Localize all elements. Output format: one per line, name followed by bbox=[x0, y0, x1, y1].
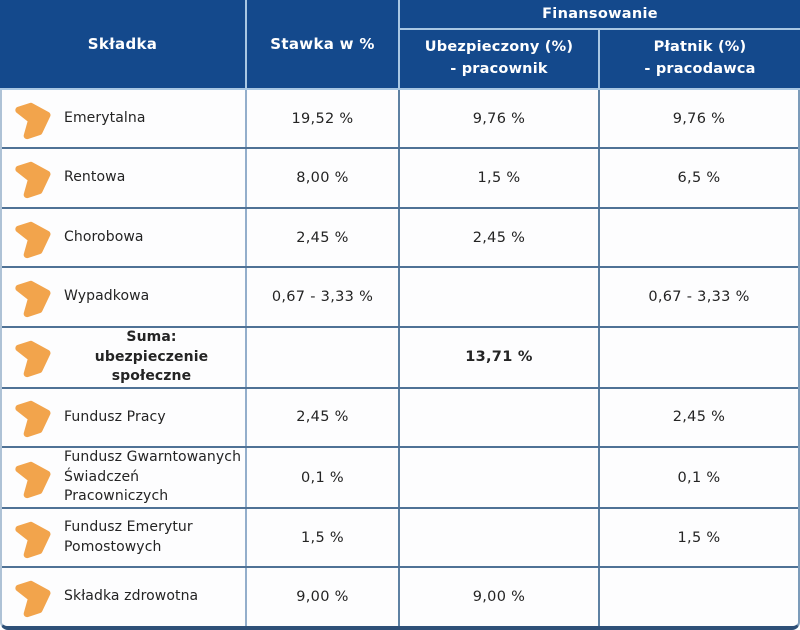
row-ubezpieczony-value bbox=[400, 388, 600, 447]
finansowanie-subcolumns: Ubezpieczony (%) - pracownik Płatnik (%)… bbox=[400, 30, 800, 88]
row-label: Wypadkowa bbox=[64, 288, 150, 305]
row-ubezpieczony-value bbox=[400, 268, 600, 326]
table-row: Składka zdrowotna 9,00 % 9,00 % bbox=[2, 566, 798, 626]
chevron-right-arrow-icon bbox=[15, 97, 55, 141]
chevron-right-arrow-icon bbox=[15, 216, 55, 260]
table-row: Wypadkowa 0,67 - 3,33 % 0,67 - 3,33 % bbox=[2, 266, 798, 326]
row-stawka-value: 2,45 % bbox=[247, 388, 400, 447]
row-label: Emerytalna bbox=[64, 109, 146, 126]
column-header-skladka: Składka bbox=[0, 0, 247, 88]
chevron-right-arrow-icon bbox=[15, 456, 55, 500]
table-body: Emerytalna 19,52 % 9,76 % 9,76 % Rentowa… bbox=[0, 90, 800, 630]
row-platnik-value bbox=[600, 209, 798, 266]
row-stawka-value: 0,1 % bbox=[247, 448, 400, 507]
column-group-finansowanie: Finansowanie Ubezpieczony (%) - pracowni… bbox=[400, 0, 800, 88]
table-header: Składka Stawka w % Finansowanie Ubezpiec… bbox=[0, 0, 800, 90]
row-platnik-value: 9,76 % bbox=[672, 110, 726, 127]
row-ubezpieczony-value: 9,76 % bbox=[400, 90, 600, 148]
row-stawka-value: 2,45 % bbox=[247, 208, 400, 267]
row-label: Fundusz Emerytur Pomostowych bbox=[64, 519, 193, 555]
chevron-right-arrow-icon bbox=[15, 516, 55, 560]
row-label-cell: Rentowa bbox=[2, 149, 247, 207]
table-row: Chorobowa 2,45 % 2,45 % bbox=[2, 206, 798, 267]
table-row: Fundusz Gwarntowanych Świadczeń Pracowni… bbox=[2, 446, 798, 507]
row-label-cell: Fundusz Pracy bbox=[2, 388, 247, 447]
chevron-right-arrow-icon bbox=[15, 395, 55, 439]
row-label-cell: Wypadkowa bbox=[2, 268, 247, 326]
column-header-ubezpieczony-line1: Ubezpieczony (%) bbox=[424, 39, 574, 56]
column-header-ubezpieczony-line2: - pracownik bbox=[450, 61, 548, 77]
row-label: Składka zdrowotna bbox=[64, 588, 199, 605]
row-stawka-value bbox=[247, 327, 400, 387]
row-label: Fundusz Gwarntowanych Świadczeń Pracowni… bbox=[64, 449, 242, 505]
row-stawka-value: 8,00 % bbox=[247, 149, 400, 207]
table-row: Fundusz Pracy 2,45 % 2,45 % bbox=[2, 386, 798, 447]
column-header-platnik-line1: Płatnik (%) bbox=[653, 39, 747, 56]
column-header-stawka: Stawka w % bbox=[247, 0, 400, 88]
chevron-right-arrow-icon bbox=[15, 275, 55, 319]
row-label-cell: Fundusz Emerytur Pomostowych bbox=[2, 508, 247, 567]
row-platnik-value: 1,5 % bbox=[677, 529, 721, 546]
row-platnik-value: 0,1 % bbox=[677, 469, 721, 486]
row-label-cell: Fundusz Gwarntowanych Świadczeń Pracowni… bbox=[2, 448, 247, 507]
chevron-right-arrow-icon bbox=[15, 156, 55, 200]
chevron-right-arrow-icon bbox=[15, 335, 55, 379]
row-label-cell: Emerytalna bbox=[2, 90, 247, 148]
row-platnik-value: 6,5 % bbox=[677, 170, 721, 187]
column-header-stawka-label: Stawka w % bbox=[270, 35, 375, 53]
row-label-cell: Chorobowa bbox=[2, 208, 247, 267]
table-row: Suma: ubezpieczenie społeczne 13,71 % bbox=[2, 325, 798, 387]
column-header-ubezpieczony: Ubezpieczony (%) - pracownik bbox=[400, 30, 600, 88]
column-group-finansowanie-title: Finansowanie bbox=[400, 0, 800, 30]
row-platnik-value: 0,67 - 3,33 % bbox=[648, 289, 750, 306]
row-platnik-value bbox=[600, 568, 798, 625]
row-ubezpieczony-value bbox=[400, 508, 600, 567]
row-label: Rentowa bbox=[64, 169, 126, 186]
row-platnik-value: 2,45 % bbox=[672, 409, 726, 426]
row-label: Chorobowa bbox=[64, 228, 144, 245]
row-ubezpieczony-value: 9,00 % bbox=[400, 568, 600, 626]
table-row: Emerytalna 19,52 % 9,76 % 9,76 % bbox=[2, 90, 798, 148]
column-header-skladka-label: Składka bbox=[87, 35, 158, 53]
table-row: Rentowa 8,00 % 1,5 % 6,5 % bbox=[2, 147, 798, 207]
row-stawka-value: 19,52 % bbox=[247, 90, 400, 148]
row-label: Suma: ubezpieczenie społeczne bbox=[94, 328, 209, 385]
row-ubezpieczony-value bbox=[400, 448, 600, 507]
chevron-right-arrow-icon bbox=[15, 575, 55, 619]
row-ubezpieczony-value: 2,45 % bbox=[400, 208, 600, 267]
row-label-cell: Suma: ubezpieczenie społeczne bbox=[2, 327, 247, 387]
row-ubezpieczony-value: 1,5 % bbox=[400, 149, 600, 207]
table-row: Fundusz Emerytur Pomostowych 1,5 % 1,5 % bbox=[2, 506, 798, 567]
column-header-platnik: Płatnik (%) - pracodawca bbox=[600, 30, 800, 88]
row-ubezpieczony-value: 13,71 % bbox=[400, 327, 600, 387]
row-platnik-value bbox=[600, 328, 798, 387]
column-header-platnik-line2: - pracodawca bbox=[644, 61, 756, 77]
row-stawka-value: 9,00 % bbox=[247, 568, 400, 626]
row-label-cell: Składka zdrowotna bbox=[2, 568, 247, 626]
row-stawka-value: 1,5 % bbox=[247, 508, 400, 567]
row-label: Fundusz Pracy bbox=[64, 408, 166, 425]
row-stawka-value: 0,67 - 3,33 % bbox=[247, 268, 400, 326]
